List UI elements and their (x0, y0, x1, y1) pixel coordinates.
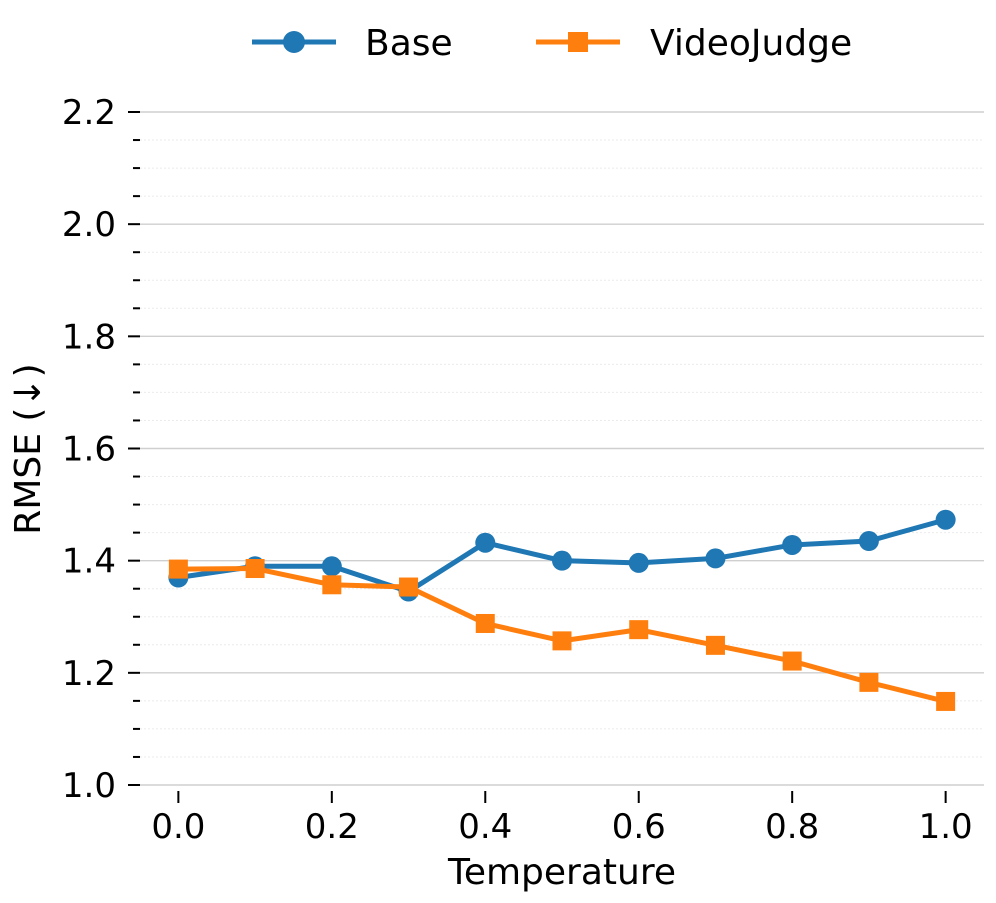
data-point-videojudge (782, 651, 802, 671)
data-point-base (628, 552, 649, 573)
x-tick-label: 0.4 (458, 807, 512, 847)
x-tick-label: 0.0 (151, 807, 205, 847)
data-point-videojudge (399, 577, 419, 597)
y-tick-label: 1.4 (62, 542, 116, 582)
data-point-videojudge (322, 575, 342, 595)
y-tick-label: 1.6 (62, 430, 116, 470)
data-point-videojudge (859, 672, 879, 692)
data-point-base (705, 548, 726, 569)
legend-label-base: Base (365, 23, 453, 64)
data-point-base (782, 534, 803, 555)
data-point-videojudge (629, 620, 649, 640)
legend: Base VideoJudge (252, 23, 852, 64)
y-tick-label: 2.2 (62, 93, 116, 133)
data-point-videojudge (475, 613, 495, 633)
x-tick-label: 1.0 (919, 807, 973, 847)
data-point-base (935, 509, 956, 530)
data-point-videojudge (705, 635, 725, 655)
legend-label-videojudge: VideoJudge (650, 23, 852, 64)
x-axis: 0.0 0.2 0.4 0.6 0.8 1.0 (151, 791, 973, 847)
data-point-videojudge (552, 631, 572, 651)
y-tick-label: 1.0 (62, 766, 116, 806)
legend-marker-base (283, 31, 305, 53)
x-tick-label: 0.6 (612, 807, 666, 847)
x-axis-label: Temperature (447, 852, 676, 893)
data-point-base (858, 531, 879, 552)
x-tick-label: 0.2 (305, 807, 359, 847)
data-point-base (552, 550, 572, 571)
legend-marker-videojudge (568, 32, 588, 52)
y-tick-label: 2.0 (62, 205, 116, 245)
data-point-videojudge (168, 559, 188, 579)
y-tick-label: 1.8 (62, 317, 116, 357)
data-point-base (475, 532, 496, 553)
y-tick-label: 1.2 (62, 654, 116, 694)
y-axis-label: RMSE (↓) (8, 363, 49, 534)
data-point-base (321, 556, 342, 577)
series-group (168, 509, 956, 711)
data-point-videojudge (245, 559, 265, 579)
grid (140, 111, 984, 786)
x-tick-label: 0.8 (765, 807, 819, 847)
data-point-videojudge (936, 691, 956, 711)
y-axis: 1.0 1.2 1.4 1.6 1.8 2.0 2.2 (62, 93, 140, 806)
